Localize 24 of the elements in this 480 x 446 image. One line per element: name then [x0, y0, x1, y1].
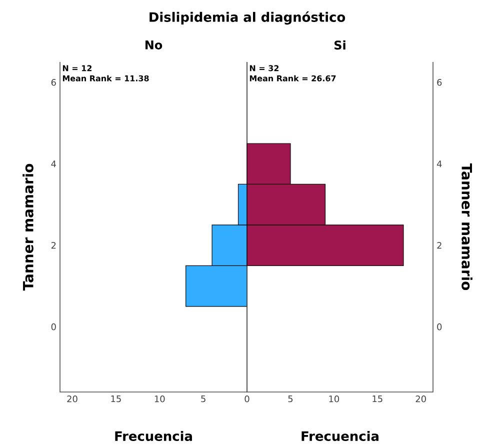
chart-subtitle: No — [145, 40, 162, 50]
x-tick-label: 10 — [154, 396, 165, 402]
y-tick-label: 6 — [437, 78, 442, 86]
y-tick-label: 0 — [437, 323, 442, 330]
y-axis-title: Tanner mamario — [462, 163, 472, 290]
x-axis-title: Frecuencia — [115, 430, 192, 442]
y-tick-label: 4 — [51, 160, 56, 168]
chart-subtitle: Si — [334, 40, 346, 50]
x-tick-label: 15 — [111, 396, 121, 402]
x-tick-label: 20 — [67, 396, 78, 402]
y-tick-label: 6 — [51, 78, 56, 86]
y-axis-title: Tanner mamario — [22, 164, 34, 291]
y-tick-label: 2 — [51, 242, 56, 249]
x-tick-label: 10 — [329, 396, 340, 402]
x-tick-label: 20 — [416, 396, 426, 402]
x-tick-label: 5 — [201, 396, 206, 402]
y-tick-label: 4 — [436, 160, 442, 168]
x-tick-label: 0 — [244, 396, 250, 402]
y-tick-label: 0 — [51, 323, 56, 330]
y-tick-label: 2 — [437, 242, 442, 249]
x-tick-label: 5 — [288, 396, 293, 402]
x-axis-title: Frecuencia — [302, 430, 378, 442]
chart-title: Dislipidemia al diagnóstico — [150, 11, 346, 25]
x-tick-label: 15 — [372, 396, 382, 402]
